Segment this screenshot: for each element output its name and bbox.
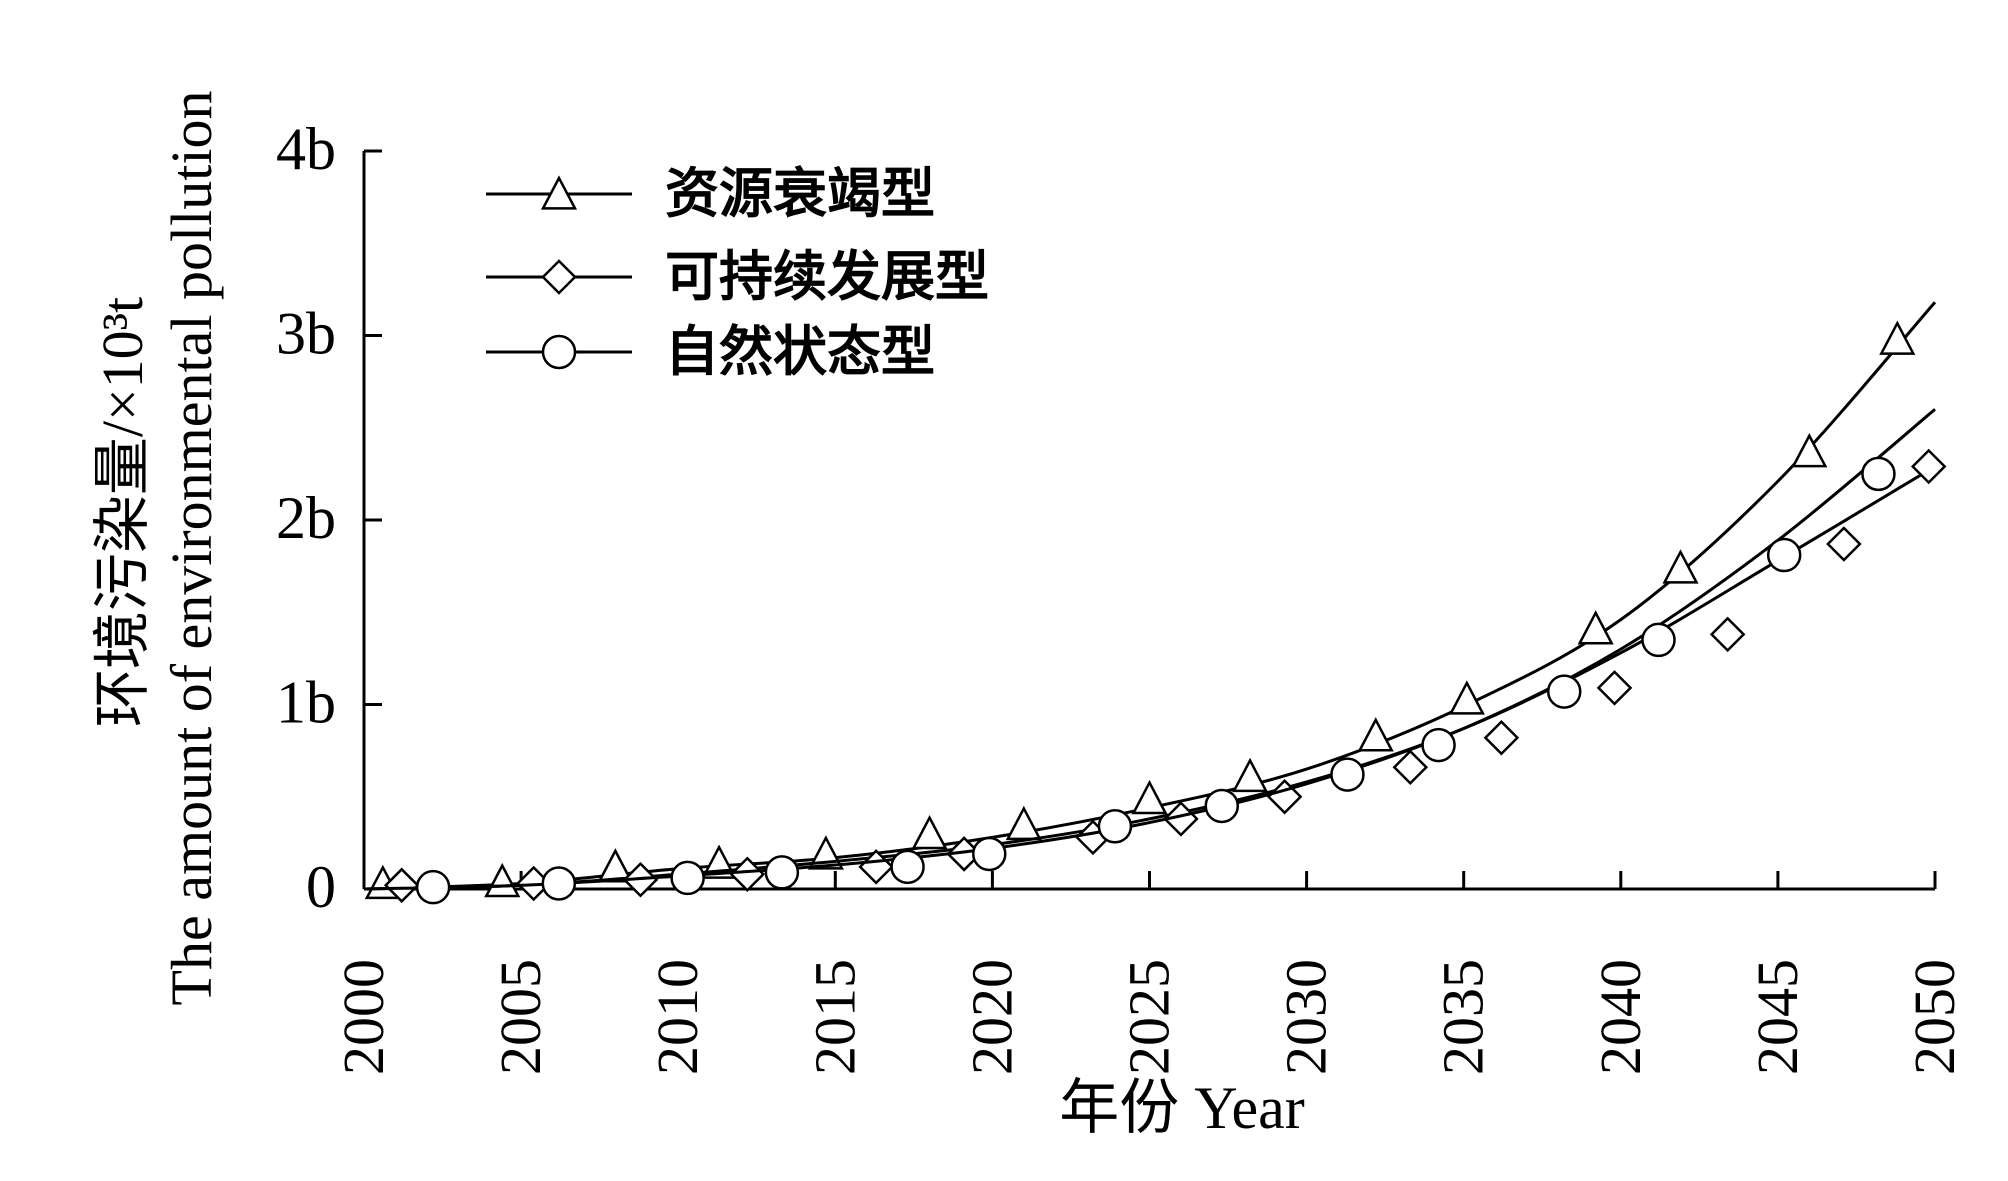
series-1-point: [1131, 779, 1168, 815]
legend-marker: [541, 259, 577, 295]
x-tick-label: 2045: [1745, 959, 1810, 1075]
axis-labels: 年份 Year 环境污染量/×10³t The amount of enviro…: [90, 91, 1305, 1141]
series-3-point: [1861, 456, 1896, 492]
series-3-point: [541, 866, 577, 901]
legend-item-1: 资源衰竭型: [486, 162, 935, 225]
legend-marker: [540, 175, 578, 210]
series-3-point: [1421, 727, 1456, 763]
series-2-point: [1826, 526, 1862, 562]
x-tick-label: 2005: [488, 959, 553, 1075]
y-tick-label: 1b: [276, 670, 336, 736]
x-tick-label: 2040: [1588, 959, 1653, 1075]
series-2-line: [363, 465, 1936, 891]
series-3: [363, 408, 1936, 905]
x-tick-label: 2015: [802, 959, 867, 1075]
series-3-point: [1641, 622, 1676, 658]
x-tick-label: 2000: [331, 959, 396, 1075]
y-axis-title-english: The amount of environmental pollution: [159, 91, 224, 1006]
series-2-point: [1392, 749, 1429, 785]
legend-label: 可持续发展型: [665, 245, 989, 308]
y-axis-title-chinese: 环境污染量/×10³t: [90, 297, 155, 727]
series-1-point: [1662, 549, 1699, 584]
legend-item-2: 可持续发展型: [486, 245, 989, 308]
series-3-point: [415, 869, 451, 905]
y-tick-label: 2b: [276, 485, 336, 551]
series-2-point: [1709, 616, 1746, 653]
series-2-point: [1483, 719, 1520, 756]
series-1-point: [911, 814, 948, 850]
legend-item-3: 自然状态型: [486, 320, 935, 383]
series-3-point: [890, 849, 925, 885]
series-3-point: [1766, 537, 1802, 573]
series-3-point: [1330, 757, 1365, 792]
y-tick-label: 3b: [276, 301, 336, 367]
axes: 0 1b 2b 3b 4b 2000 2005 2010 2015 2020 2025 2030 203…: [276, 116, 1967, 1075]
series-3-point: [1546, 674, 1582, 709]
series-2: [363, 448, 1947, 904]
series-3-point: [1204, 788, 1240, 824]
series-3-point: [972, 836, 1007, 872]
series-3-line: [363, 408, 1936, 891]
legend-label: 自然状态型: [665, 320, 935, 383]
series-1-point: [1577, 610, 1614, 645]
x-tick-label: 2050: [1902, 959, 1967, 1075]
series-3-point: [764, 855, 800, 890]
x-tick-label: 2025: [1117, 959, 1182, 1075]
series-3-point: [670, 860, 705, 896]
series-1-point: [1448, 680, 1485, 715]
series-2-point: [1596, 670, 1633, 706]
series-1: [363, 301, 1937, 900]
series-1-point: [1879, 320, 1916, 355]
series-2-point: [729, 856, 766, 893]
x-tick-label: 2030: [1274, 959, 1339, 1075]
series-1-point: [1231, 757, 1269, 793]
y-tick-label: 4b: [276, 116, 336, 182]
y-tick-label: 0: [306, 854, 336, 920]
x-tick-label: 2010: [645, 959, 710, 1075]
series-layer: [363, 301, 1947, 905]
x-tick-label: 2035: [1431, 959, 1496, 1075]
series-1-point: [484, 862, 521, 898]
x-axis-title: 年份 Year: [1059, 1075, 1305, 1141]
legend-marker: [541, 334, 577, 370]
series-2-point: [1910, 448, 1947, 485]
series-1-point: [1357, 717, 1394, 752]
series-2-point: [383, 867, 420, 904]
x-tick-label: 2020: [959, 959, 1024, 1075]
series-3-point: [1097, 809, 1133, 844]
series-1-point: [1005, 805, 1042, 841]
series-1-point: [1791, 433, 1828, 468]
legend-label: 资源衰竭型: [665, 162, 935, 225]
